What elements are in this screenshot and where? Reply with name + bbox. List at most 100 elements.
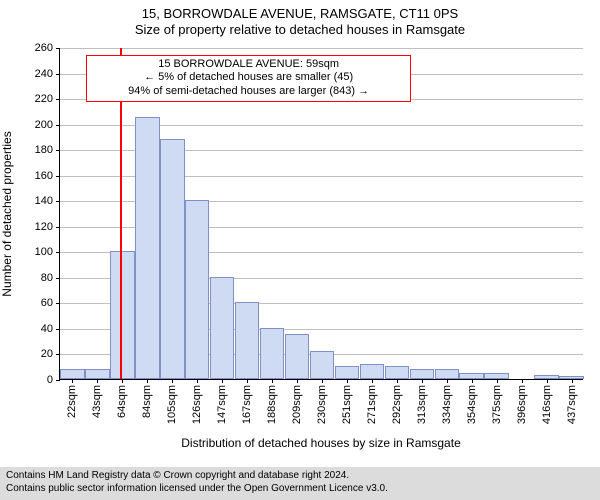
x-tick	[222, 379, 223, 383]
annotation-line: ← 5% of detached houses are smaller (45)	[93, 71, 404, 85]
x-tick	[447, 379, 448, 383]
y-tick-label: 140	[35, 195, 53, 207]
y-tick	[56, 150, 60, 151]
y-tick-label: 180	[35, 144, 53, 156]
x-tick-label: 313sqm	[416, 385, 428, 424]
x-tick	[547, 379, 548, 383]
x-tick-label: 251sqm	[341, 385, 353, 424]
y-tick	[56, 303, 60, 304]
x-tick-label: 147sqm	[216, 385, 228, 424]
x-tick	[147, 379, 148, 383]
x-tick-label: 84sqm	[141, 385, 153, 418]
x-tick-label: 230sqm	[316, 385, 328, 424]
x-tick-label: 22sqm	[66, 385, 78, 418]
histogram-bar	[185, 200, 209, 379]
x-tick-label: 105sqm	[166, 385, 178, 424]
x-tick	[97, 379, 98, 383]
y-tick-label: 100	[35, 246, 53, 258]
y-tick-label: 120	[35, 221, 53, 233]
y-tick	[56, 99, 60, 100]
y-tick	[56, 278, 60, 279]
x-tick	[347, 379, 348, 383]
x-tick-label: 416sqm	[541, 385, 553, 424]
footer-line1: Contains HM Land Registry data © Crown c…	[6, 470, 594, 483]
x-tick-label: 188sqm	[266, 385, 278, 424]
x-tick	[472, 379, 473, 383]
histogram-bar	[160, 139, 184, 379]
y-tick-label: 0	[47, 374, 53, 386]
x-tick	[322, 379, 323, 383]
x-tick	[272, 379, 273, 383]
chart-title-line1: 15, BORROWDALE AVENUE, RAMSGATE, CT11 0P…	[0, 6, 600, 21]
y-tick	[56, 227, 60, 228]
histogram-bar	[335, 366, 359, 379]
histogram-bar	[435, 369, 459, 379]
footer-attribution: Contains HM Land Registry data © Crown c…	[0, 467, 600, 500]
y-tick	[56, 380, 60, 381]
histogram-bar	[260, 328, 284, 379]
histogram-bar	[310, 351, 334, 379]
histogram-bar	[285, 334, 309, 379]
histogram-bar	[85, 369, 109, 379]
footer-line2: Contains public sector information licen…	[6, 483, 594, 496]
annotation-box: 15 BORROWDALE AVENUE: 59sqm← 5% of detac…	[86, 55, 411, 102]
y-tick-label: 20	[41, 348, 53, 360]
histogram-bar	[235, 302, 259, 379]
x-tick	[72, 379, 73, 383]
x-tick-label: 126sqm	[191, 385, 203, 424]
y-tick-label: 240	[35, 68, 53, 80]
x-tick	[197, 379, 198, 383]
y-tick-label: 160	[35, 170, 53, 182]
y-tick	[56, 48, 60, 49]
histogram-bar	[385, 366, 409, 379]
x-tick	[372, 379, 373, 383]
x-tick-label: 271sqm	[366, 385, 378, 424]
histogram-bar	[110, 251, 134, 379]
x-tick	[247, 379, 248, 383]
y-tick-label: 60	[41, 297, 53, 309]
y-tick-label: 80	[41, 272, 53, 284]
histogram-chart: 15, BORROWDALE AVENUE, RAMSGATE, CT11 0P…	[0, 0, 600, 500]
y-tick	[56, 252, 60, 253]
x-tick-label: 396sqm	[516, 385, 528, 424]
histogram-bar	[135, 117, 159, 379]
y-tick-label: 260	[35, 42, 53, 54]
x-tick-label: 292sqm	[391, 385, 403, 424]
annotation-line: 15 BORROWDALE AVENUE: 59sqm	[93, 58, 404, 72]
x-tick	[172, 379, 173, 383]
y-tick	[56, 176, 60, 177]
y-tick-label: 200	[35, 119, 53, 131]
x-tick-label: 43sqm	[91, 385, 103, 418]
x-tick-label: 167sqm	[241, 385, 253, 424]
histogram-bar	[360, 364, 384, 379]
x-tick	[422, 379, 423, 383]
x-tick	[522, 379, 523, 383]
y-axis-label: Number of detached properties	[0, 131, 14, 296]
histogram-bar	[410, 369, 434, 379]
y-tick	[56, 125, 60, 126]
x-tick-label: 209sqm	[291, 385, 303, 424]
x-tick	[572, 379, 573, 383]
y-tick	[56, 74, 60, 75]
x-tick	[122, 379, 123, 383]
histogram-bar	[210, 277, 234, 379]
x-tick	[497, 379, 498, 383]
y-tick-label: 40	[41, 323, 53, 335]
grid-line	[60, 48, 583, 49]
histogram-bar	[60, 369, 84, 379]
y-tick	[56, 201, 60, 202]
y-tick	[56, 329, 60, 330]
x-tick-label: 354sqm	[466, 385, 478, 424]
x-tick-label: 64sqm	[116, 385, 128, 418]
x-tick-label: 334sqm	[441, 385, 453, 424]
x-tick	[397, 379, 398, 383]
y-tick-label: 220	[35, 93, 53, 105]
chart-title-line2: Size of property relative to detached ho…	[0, 22, 600, 37]
x-tick-label: 437sqm	[566, 385, 578, 424]
y-tick	[56, 354, 60, 355]
x-axis-label: Distribution of detached houses by size …	[181, 436, 461, 450]
x-tick-label: 375sqm	[491, 385, 503, 424]
x-tick	[297, 379, 298, 383]
annotation-line: 94% of semi-detached houses are larger (…	[93, 85, 404, 99]
plot-area: 02040608010012014016018020022024026022sq…	[59, 48, 583, 380]
